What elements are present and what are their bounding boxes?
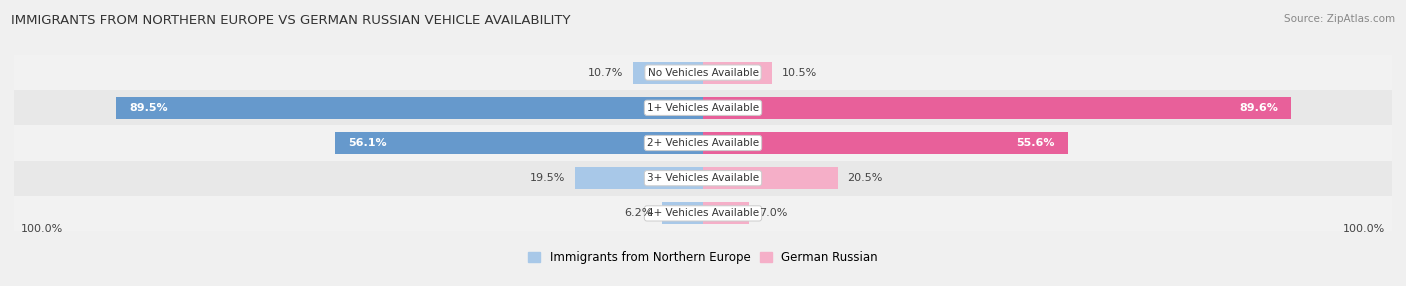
Text: 89.5%: 89.5% — [129, 103, 167, 113]
Legend: Immigrants from Northern Europe, German Russian: Immigrants from Northern Europe, German … — [523, 247, 883, 269]
Bar — [703, 132, 1067, 154]
Bar — [703, 202, 749, 224]
Bar — [14, 161, 1392, 196]
Bar — [335, 132, 703, 154]
Bar — [115, 97, 703, 119]
Bar — [703, 167, 838, 189]
Text: 7.0%: 7.0% — [759, 208, 787, 219]
Text: 100.0%: 100.0% — [1343, 224, 1385, 234]
Text: 20.5%: 20.5% — [848, 173, 883, 183]
Text: 2+ Vehicles Available: 2+ Vehicles Available — [647, 138, 759, 148]
Bar — [575, 167, 703, 189]
Text: 6.2%: 6.2% — [624, 208, 652, 219]
Bar — [662, 202, 703, 224]
Text: 10.5%: 10.5% — [782, 67, 817, 78]
Text: 10.7%: 10.7% — [588, 67, 623, 78]
Bar — [703, 97, 1291, 119]
Bar — [14, 125, 1392, 161]
Text: 100.0%: 100.0% — [21, 224, 63, 234]
Text: 19.5%: 19.5% — [530, 173, 565, 183]
Text: 89.6%: 89.6% — [1239, 103, 1278, 113]
Text: IMMIGRANTS FROM NORTHERN EUROPE VS GERMAN RUSSIAN VEHICLE AVAILABILITY: IMMIGRANTS FROM NORTHERN EUROPE VS GERMA… — [11, 14, 571, 27]
Text: 56.1%: 56.1% — [349, 138, 387, 148]
Bar — [703, 62, 772, 84]
Text: 55.6%: 55.6% — [1017, 138, 1054, 148]
Text: 1+ Vehicles Available: 1+ Vehicles Available — [647, 103, 759, 113]
Text: No Vehicles Available: No Vehicles Available — [648, 67, 758, 78]
Bar — [14, 90, 1392, 125]
Bar — [633, 62, 703, 84]
Text: 4+ Vehicles Available: 4+ Vehicles Available — [647, 208, 759, 219]
Bar — [14, 55, 1392, 90]
Text: Source: ZipAtlas.com: Source: ZipAtlas.com — [1284, 14, 1395, 24]
Bar — [14, 196, 1392, 231]
Text: 3+ Vehicles Available: 3+ Vehicles Available — [647, 173, 759, 183]
